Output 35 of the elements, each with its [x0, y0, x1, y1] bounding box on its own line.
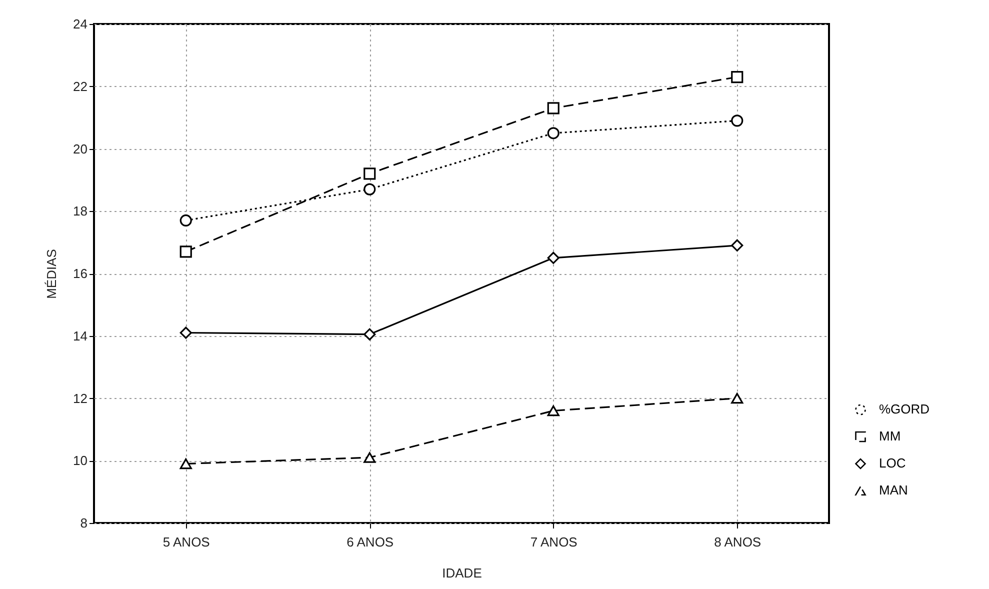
x-tick-label: 8 ANOS — [714, 534, 762, 550]
y-axis-title: MÉDIAS — [44, 248, 60, 299]
y-tick-label: 18 — [73, 204, 88, 219]
x-tick-label: 5 ANOS — [162, 534, 210, 550]
y-tick-label: 22 — [73, 78, 88, 94]
point — [731, 392, 744, 404]
point — [731, 70, 744, 84]
y-tick-label: 12 — [73, 390, 88, 406]
point — [547, 127, 560, 140]
point — [547, 252, 560, 264]
point — [180, 246, 192, 258]
point — [364, 168, 376, 180]
point — [180, 326, 192, 339]
y-tick-label: 8 — [80, 516, 88, 530]
point — [731, 239, 744, 252]
legend-label: %GORD — [879, 402, 930, 417]
y-tick-label: 16 — [73, 266, 88, 281]
point — [364, 183, 376, 196]
point — [731, 114, 744, 127]
point — [180, 458, 192, 470]
point — [547, 102, 560, 114]
x-tick-label: 6 ANOS — [346, 534, 394, 550]
point — [180, 214, 192, 227]
point — [547, 405, 560, 416]
legend-label: MM — [879, 428, 901, 444]
y-tick-label: 14 — [73, 328, 88, 344]
x-axis-title: IDADE — [442, 566, 482, 580]
x-tick-label: 7 ANOS — [530, 534, 578, 550]
point — [364, 452, 376, 463]
point — [364, 328, 376, 340]
y-tick-label: 24 — [73, 16, 88, 32]
y-tick-label: 20 — [73, 141, 88, 156]
legend-label: MAN — [879, 482, 908, 498]
y-tick-label: 10 — [73, 453, 88, 468]
legend-label: LOC — [879, 456, 906, 471]
